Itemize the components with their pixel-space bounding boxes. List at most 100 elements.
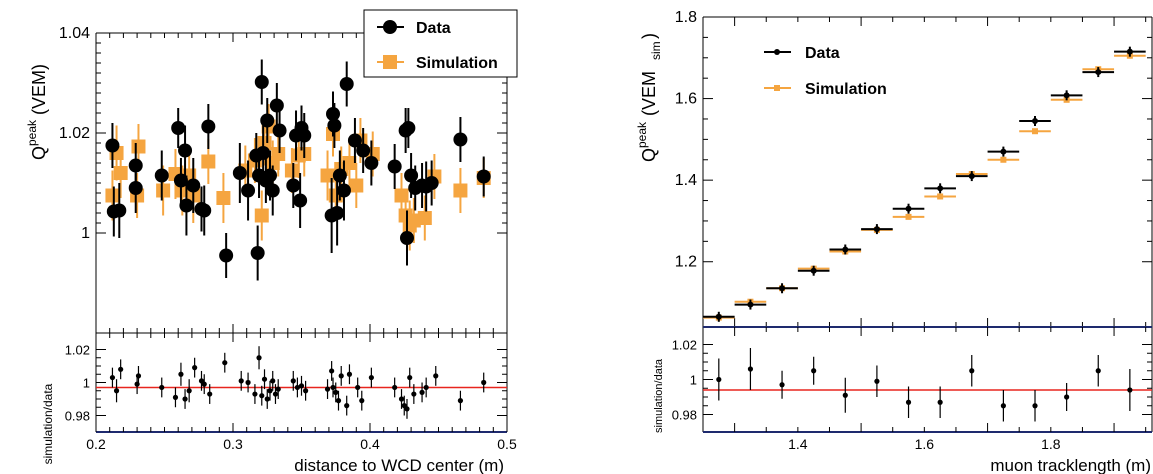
data-marker — [347, 133, 362, 148]
data-marker — [1063, 92, 1070, 99]
ratio-marker — [344, 403, 350, 409]
data-marker — [747, 301, 754, 308]
data-marker — [968, 173, 975, 180]
data-marker — [219, 248, 234, 263]
right-ylabel-sub: sim — [649, 41, 663, 60]
ratio-marker — [329, 368, 335, 374]
ratio-marker — [747, 366, 754, 372]
sim-marker — [131, 139, 146, 154]
y-tick-label: 1.2 — [675, 254, 697, 271]
data-marker — [339, 77, 354, 91]
ratio-marker — [192, 365, 198, 371]
data-marker — [356, 143, 371, 158]
legend-data-marker — [383, 20, 397, 34]
data-marker — [173, 173, 188, 188]
left-legend: Data Simulation — [363, 9, 518, 78]
right-ylabel-unit: (VEM — [639, 71, 659, 116]
data-marker — [197, 203, 212, 218]
right-legend: Data Simulation — [764, 45, 887, 98]
right-ratio-plot: 1.4 1.6 1.8 0.98 1 1.02 — [672, 326, 1153, 452]
data-marker — [476, 169, 491, 184]
ratio-marker — [716, 376, 722, 383]
sim-marker — [937, 193, 944, 200]
legend-sim-label: Simulation — [805, 81, 887, 98]
data-marker — [842, 246, 849, 253]
left-main-plot: 1 1.02 1.04 — [59, 25, 508, 334]
ratio-marker — [290, 378, 296, 384]
data-marker — [1095, 69, 1102, 76]
legend-sim-label: Simulation — [416, 55, 498, 72]
y-tick-label: 0.98 — [672, 408, 697, 423]
ratio-marker — [811, 368, 817, 374]
x-tick-label: 0.4 — [360, 436, 380, 452]
data-marker — [715, 313, 722, 320]
data-marker — [232, 166, 247, 180]
data-marker — [286, 178, 301, 193]
data-marker — [254, 75, 269, 89]
x-tick-label: 0.2 — [86, 436, 106, 452]
data-marker — [297, 128, 312, 143]
data-marker — [810, 267, 817, 274]
x-tick-label: 1.8 — [1041, 436, 1061, 452]
left-ylabel-unit: (VEM) — [29, 64, 49, 115]
ratio-marker — [779, 382, 785, 388]
sim-marker — [271, 147, 286, 161]
ratio-marker — [298, 383, 305, 389]
data-marker — [401, 121, 416, 135]
ratio-marker — [159, 384, 165, 391]
sim-marker — [1032, 128, 1039, 135]
ratio-marker — [330, 384, 336, 391]
left-ylabel-q: Q — [29, 146, 49, 160]
ratio-marker — [275, 386, 281, 392]
data-marker — [112, 203, 127, 218]
y-tick-label: 1 — [83, 376, 90, 391]
data-marker — [154, 168, 169, 183]
sim-marker — [254, 208, 269, 223]
y-tick-label: 1.02 — [65, 343, 90, 358]
ratio-marker — [457, 398, 464, 404]
x-tick-label: 1.4 — [788, 436, 808, 452]
sim-marker — [342, 156, 357, 170]
ratio-marker — [433, 373, 439, 379]
left-ylabel-sup: peak — [25, 119, 39, 146]
right-ylabel-q: Q — [639, 148, 659, 162]
data-marker — [330, 206, 345, 220]
sim-marker — [113, 166, 128, 180]
right-ylabel-sup: peak — [635, 121, 649, 148]
ratio-marker — [1064, 394, 1070, 400]
y-tick-label: 1.04 — [59, 25, 90, 42]
y-tick-label: 1.02 — [672, 338, 697, 353]
data-marker — [105, 138, 120, 153]
right-chart: 1.2 1.4 1.6 1.8 1.4 1.6 1.8 0.98 1 1.02 Q peak (… — [635, 9, 1153, 474]
ratio-marker — [481, 379, 487, 386]
ratio-marker — [270, 378, 276, 384]
data-marker — [178, 143, 193, 158]
right-ylabel-close: ) — [639, 33, 659, 39]
ratio-marker — [333, 389, 339, 395]
legend-data-marker — [774, 49, 780, 55]
ratio-marker — [113, 388, 120, 394]
ratio-marker — [294, 384, 300, 391]
data-marker — [873, 226, 880, 233]
data-marker — [424, 176, 439, 190]
ratio-marker — [969, 368, 975, 374]
data-marker — [327, 118, 342, 133]
ratio-marker — [1095, 368, 1101, 374]
ratio-marker — [368, 374, 374, 381]
y-tick-label: 1.8 — [675, 9, 697, 26]
ratio-marker — [267, 388, 273, 394]
ratio-marker — [182, 396, 188, 402]
x-tick-label: 0.3 — [223, 436, 243, 452]
data-marker — [336, 183, 351, 198]
data-marker — [262, 168, 277, 183]
sim-marker — [453, 183, 468, 198]
ratio-marker — [324, 386, 331, 392]
sim-marker — [349, 178, 364, 193]
ratio-marker — [186, 388, 192, 394]
data-marker — [128, 181, 143, 195]
right-xlabel: muon tracklength (m) — [990, 456, 1151, 474]
data-marker — [364, 156, 379, 170]
sim-marker — [216, 191, 231, 205]
data-marker — [399, 231, 414, 245]
